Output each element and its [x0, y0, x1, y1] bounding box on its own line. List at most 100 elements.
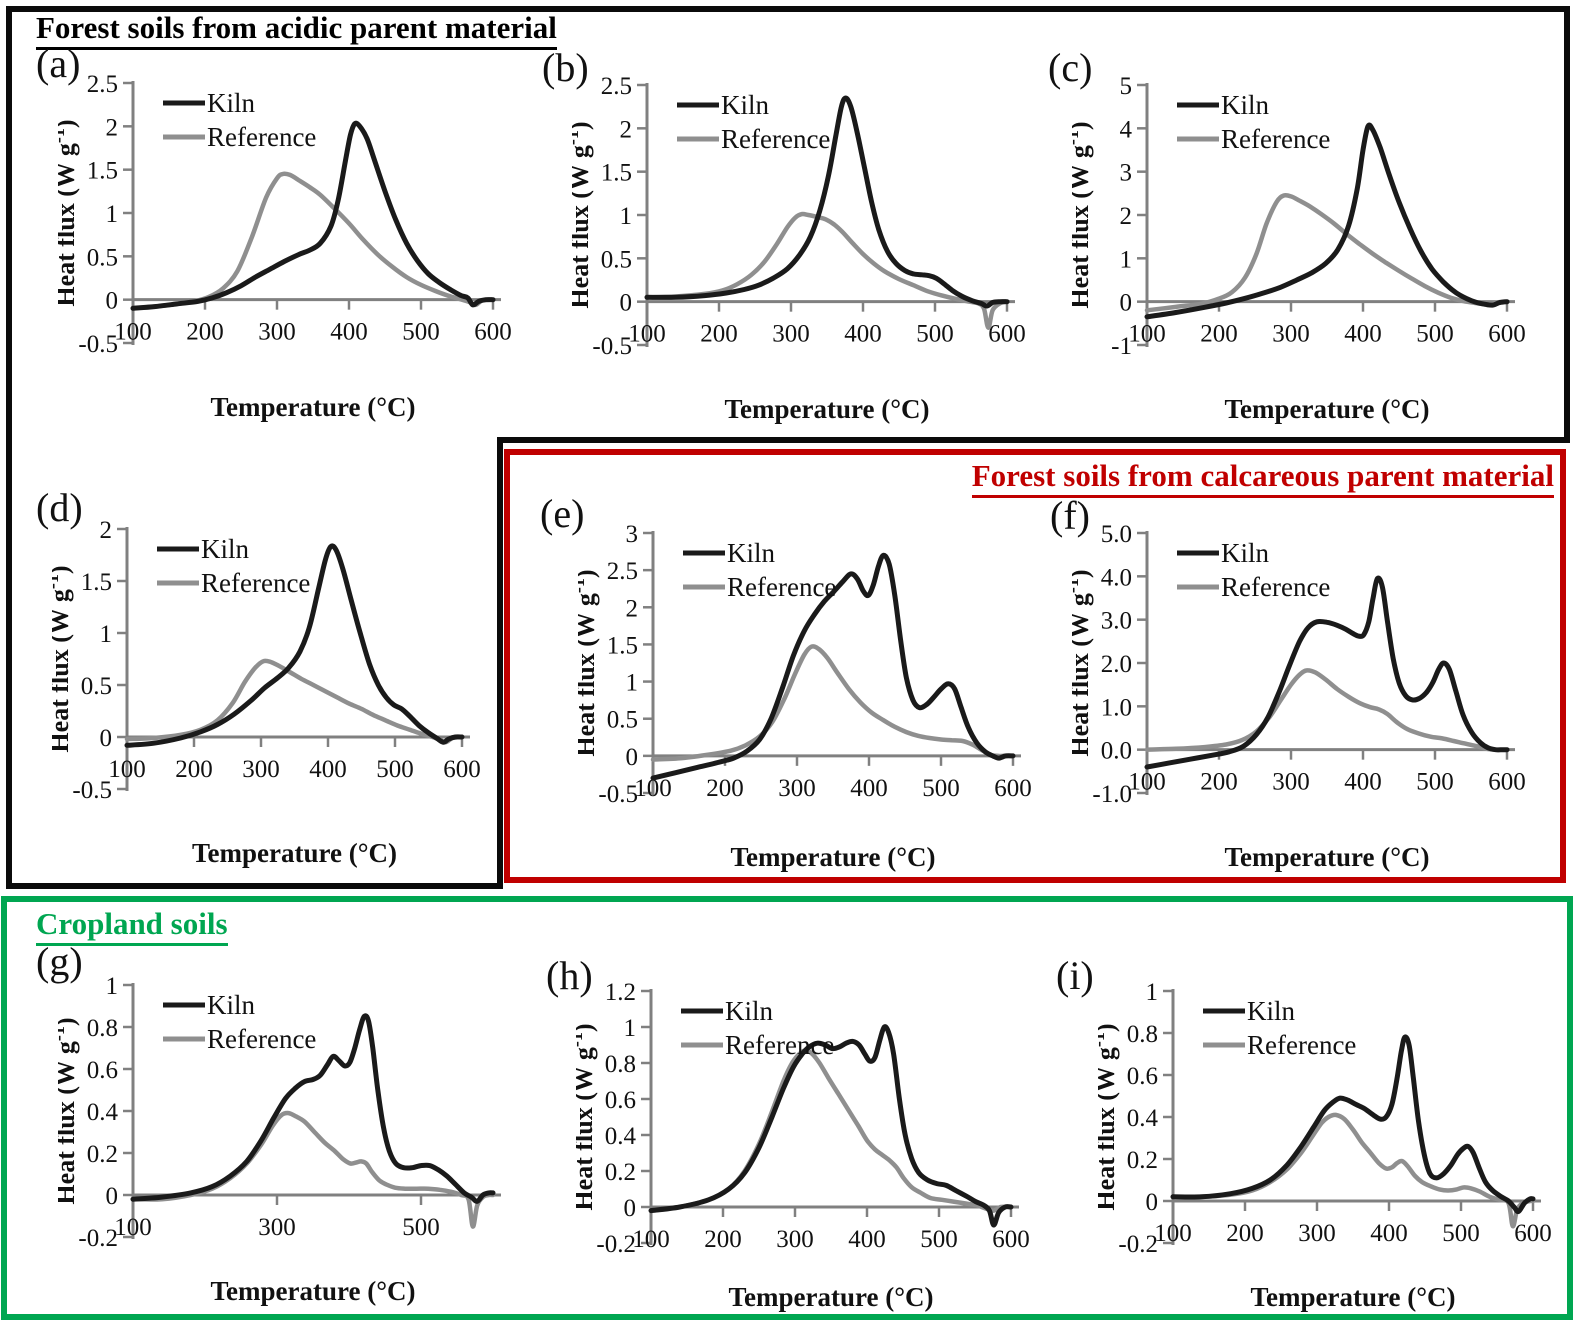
series-line-kiln: [650, 552, 1016, 781]
legend: Kiln Reference: [677, 90, 830, 154]
chart-panel-c: 5 4 3 2 1 0 -1 Heat flux (W g-1) 100 200 300 400 500…: [1062, 70, 1537, 437]
legend: Kiln Reference: [1203, 996, 1356, 1060]
y-tick-label: 1.2: [605, 979, 636, 1006]
y-tick-label: 1: [1146, 979, 1159, 1006]
x-tick-label: 200: [706, 775, 744, 802]
section-title-calcareous: Forest soils from calcareous parent mate…: [971, 458, 1554, 498]
chart-panel-f: 5.0 4.0 3.0 2.0 1.0 0.0 -1.0 Heat flux (W g-1) 1…: [1062, 518, 1537, 885]
x-tick-label: 400: [1370, 1220, 1408, 1247]
y-tick-label: 2: [100, 517, 113, 544]
y-axis: 2 1.5 1 0.5 0 -0.5 Heat flux (W g-1): [42, 517, 129, 804]
x-tick-label: 200: [704, 1226, 742, 1253]
y-tick-label: 2.5: [87, 71, 118, 98]
chart-svg-g: 1 0.8 0.6 0.4 0.2 0 -0.2 Heat flux (W g-1) 100 30…: [48, 973, 501, 1306]
series-line-kiln: [124, 543, 465, 748]
chart-svg-f: 5.0 4.0 3.0 2.0 1.0 0.0 -1.0 Heat flux (W g-1) 1…: [1062, 521, 1526, 872]
y-tick-label: -0.5: [592, 333, 632, 360]
y-axis: 3 2.5 2 1.5 1 0.5 0 -0.5 Heat flux (W g-1): [568, 521, 655, 808]
x-tick-label: 300: [258, 319, 296, 346]
y-tick-label: 2: [1120, 203, 1133, 230]
x-axis-title: Temperature (°C): [1224, 394, 1429, 424]
x-tick-label: 200: [1226, 1220, 1264, 1247]
y-tick-label: 0.8: [605, 1051, 636, 1078]
x-axis-title: Temperature (°C): [730, 842, 935, 872]
section-title-acidic: Forest soils from acidic parent material: [36, 10, 557, 50]
legend-label-reference: Reference: [1247, 1030, 1356, 1060]
x-tick-label: 500: [376, 756, 414, 783]
chart-svg-c: 5 4 3 2 1 0 -1 Heat flux (W g-1) 100 200 300 400 500…: [1062, 73, 1526, 424]
y-tick-label: 0.4: [1127, 1105, 1159, 1132]
acidic-section-border: [6, 6, 1570, 889]
chart-svg-d: 2 1.5 1 0.5 0 -0.5 Heat flux (W g-1) 100 200 300 4…: [42, 517, 481, 868]
legend-label-kiln: Kiln: [201, 534, 250, 564]
y-tick-label: 0.8: [87, 1015, 118, 1042]
series-line-reference: [1170, 1112, 1536, 1229]
y-tick-label: 1: [106, 973, 119, 1000]
series-line-reference: [124, 658, 465, 745]
legend-label-kiln: Kiln: [1221, 90, 1270, 120]
y-axis-title: Heat flux (W g-1): [58, 1017, 80, 1204]
y-tick-label: 0.5: [607, 707, 638, 734]
legend: Kiln Reference: [157, 534, 310, 598]
x-axis-title: Temperature (°C): [210, 1276, 415, 1306]
y-tick-label: 1.5: [601, 160, 632, 187]
y-tick-label: 0: [1146, 1189, 1159, 1216]
chart-panel-a: 2.5 2 1.5 1 0.5 0 -0.5 Heat flux (W g-1) 100 200 3…: [48, 68, 523, 435]
y-tick-label: 1.5: [87, 158, 118, 185]
y-tick-label: -0.2: [596, 1231, 636, 1258]
x-tick-label: 300: [1272, 321, 1310, 348]
x-tick-label: 300: [242, 756, 280, 783]
y-axis: 1 0.8 0.6 0.4 0.2 0 -0.2 Heat flux (W g-1): [48, 973, 135, 1252]
y-tick-label: 0.5: [601, 246, 632, 273]
legend-label-reference: Reference: [207, 1024, 316, 1054]
chart-svg-b: 2.5 2 1.5 1 0.5 0 -0.5 Heat flux (W g-1) 100 200 3…: [562, 73, 1026, 424]
y-axis: 1.2 1 0.8 0.6 0.4 0.2 0 -0.2 Heat flux (W g-1): [566, 979, 653, 1258]
y-tick-label: -1.0: [1092, 781, 1132, 808]
y-axis-title: Heat flux (W g-1): [1072, 569, 1094, 756]
y-tick-label: 1: [624, 1015, 637, 1042]
y-tick-label: 0: [106, 1183, 119, 1210]
y-axis-title: Heat flux (W g-1): [1098, 1023, 1120, 1210]
x-tick-label: 500: [920, 1226, 958, 1253]
x-tick-label: 500: [402, 1214, 440, 1241]
y-tick-label: 0: [1120, 290, 1133, 317]
y-axis: 5 4 3 2 1 0 -1 Heat flux (W g-1): [1062, 73, 1149, 360]
x-tick-label: 200: [1200, 321, 1238, 348]
legend: Kiln Reference: [681, 996, 834, 1060]
series-line-kiln: [1144, 122, 1510, 320]
x-tick-label: 300: [776, 1226, 814, 1253]
x-tick-label: 600: [1488, 769, 1526, 796]
y-tick-label: 0: [624, 1195, 637, 1222]
series-line-reference: [644, 211, 1010, 330]
x-tick-label: 100: [108, 756, 146, 783]
legend-label-reference: Reference: [727, 572, 836, 602]
panel-letter-e: (e): [540, 491, 585, 536]
panel-letter-g: (g): [36, 939, 83, 984]
y-tick-label: 0.0: [1101, 738, 1132, 765]
x-tick-label: 300: [258, 1214, 296, 1241]
y-tick-label: 1.5: [607, 632, 638, 659]
x-tick-label: 400: [1344, 769, 1382, 796]
x-tick-label: 300: [1298, 1220, 1336, 1247]
x-tick-label: 400: [844, 321, 882, 348]
y-tick-label: 0: [100, 725, 113, 752]
y-tick-label: 2: [106, 114, 119, 141]
x-tick-label: 200: [1200, 769, 1238, 796]
x-tick-label: 400: [309, 756, 347, 783]
y-tick-label: 4.0: [1101, 564, 1132, 591]
series-line-kiln: [130, 1013, 496, 1204]
y-axis-title: Heat flux (W g-1): [578, 569, 600, 756]
x-tick-label: 600: [474, 319, 512, 346]
y-axis-title: Heat flux (W g-1): [572, 121, 594, 308]
x-tick-label: 200: [700, 321, 738, 348]
y-axis: 2.5 2 1.5 1 0.5 0 -0.5 Heat flux (W g-1): [48, 71, 135, 358]
legend-label-reference: Reference: [201, 568, 310, 598]
legend-label-kiln: Kiln: [207, 990, 256, 1020]
y-tick-label: 0.8: [1127, 1021, 1158, 1048]
legend-label-kiln: Kiln: [721, 90, 770, 120]
y-tick-label: 0.5: [81, 673, 112, 700]
x-tick-label: 300: [772, 321, 810, 348]
x-tick-label: 500: [922, 775, 960, 802]
